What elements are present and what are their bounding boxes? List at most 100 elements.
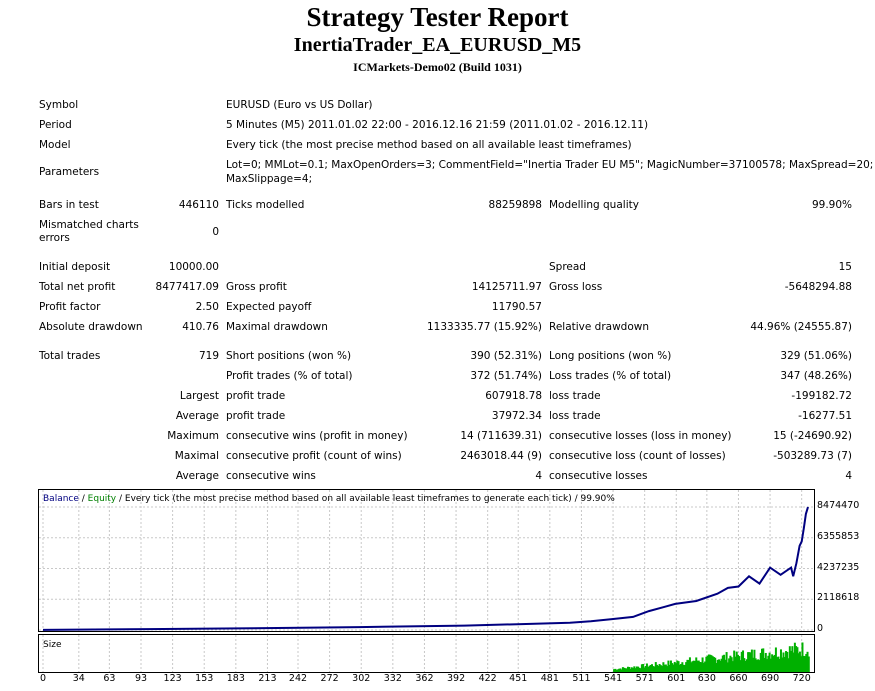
size-bar [682,664,685,672]
mcp-value: 2463018.44 (9) [460,450,542,462]
size-bar [779,649,782,672]
x-tick-label: 660 [729,673,748,684]
size-bar [754,658,757,672]
alt-value: -16277.51 [798,410,852,422]
size-bar [645,663,648,672]
size-bar [781,657,784,672]
size-bar [672,664,675,672]
symbol-label: Symbol [39,99,79,111]
size-bar [671,663,674,672]
spread-value: 15 [838,261,852,273]
size-bar [795,646,798,672]
size-bar [772,656,775,672]
size-bar [778,658,781,672]
size-bar [709,654,712,672]
lpt-label: profit trade [226,390,286,402]
size-bar [702,662,705,672]
maximal-label: Maximal [174,450,219,462]
size-bar [777,656,780,672]
size-bar [785,651,788,672]
x-tick-label: 63 [103,673,116,684]
size-bar [730,657,733,672]
grossprofit-value: 14125711.97 [471,281,542,293]
size-bar [695,657,698,672]
size-bar [762,648,765,672]
size-bar [797,653,800,672]
mcl-value: 15 (-24690.92) [773,430,852,442]
size-bar [729,655,732,672]
acw-value: 4 [535,470,542,482]
y-tick-label: 8474470 [817,500,860,511]
size-bar [653,666,656,672]
lt-label: Loss trades (% of total) [549,370,672,382]
model-label: Model [39,139,71,151]
size-bar [675,663,678,672]
size-bar [654,662,657,672]
mcw-label: consecutive wins (profit in money) [226,430,408,442]
pt-label: Profit trades (% of total) [226,370,353,382]
model-value: Every tick (the most precise method base… [226,139,632,151]
x-tick-label: 720 [792,673,811,684]
size-bar [659,665,662,672]
x-tick-label: 153 [195,673,214,684]
size-bar [678,664,681,672]
x-tick-label: 690 [760,673,780,684]
size-bar [705,656,708,672]
size-bar [656,664,659,672]
size-bar [711,656,714,672]
size-bar [782,652,785,672]
quality-label: Modelling quality [549,199,639,211]
acw-label: consecutive wins [226,470,316,482]
size-bar [793,642,796,672]
size-bar [803,656,806,672]
legend-balance: Balance [43,494,79,504]
x-tick-label: 481 [540,673,559,684]
x-tick-label: 392 [446,673,466,684]
size-bar [649,664,652,672]
size-bar [690,662,693,672]
pf-value: 2.50 [195,301,219,313]
y-tick-label: 6355853 [817,530,860,542]
average2-label: Average [175,470,219,482]
size-bar [669,660,672,672]
size-bar [721,655,724,672]
size-bar [637,666,640,672]
deposit-value: 10000.00 [168,261,219,273]
size-bar [618,668,621,672]
server-info: ICMarkets-Demo02 (Build 1031) [353,60,522,74]
ep-label: Expected payoff [226,301,312,313]
size-bar [623,667,626,672]
netprofit-label: Total net profit [39,281,116,293]
size-bar [807,656,810,672]
x-tick-label: 541 [603,673,623,684]
size-bar [774,647,777,672]
report-subtitle: InertiaTrader_EA_EURUSD_M5 [293,34,582,56]
reldd-label: Relative drawdown [549,321,650,333]
size-bar [786,651,789,672]
size-bar [644,666,647,672]
size-bar [715,663,718,672]
legend-desc: / Every tick (the most precise method ba… [116,494,615,504]
size-bar [771,654,774,672]
size-bar [707,654,710,672]
size-bar [743,658,746,672]
size-bar [673,661,676,672]
x-tick-label: 511 [572,673,591,684]
size-bar [663,664,666,672]
size-bar [734,656,737,672]
size-bar [699,662,702,672]
x-tick-label: 332 [383,673,402,684]
size-bar [688,657,691,672]
size-bar [642,663,645,672]
x-tick-label: 93 [134,673,148,684]
grossloss-label: Gross loss [549,281,603,293]
size-bar [806,651,809,672]
lt-value: 347 (48.26%) [780,370,852,382]
size-bar [628,667,631,672]
size-bar [693,660,696,672]
size-bar [613,669,616,672]
size-bar [739,660,742,672]
apt-value: 37972.34 [491,410,542,422]
x-tick-label: 601 [667,673,686,684]
size-bar [620,669,623,672]
